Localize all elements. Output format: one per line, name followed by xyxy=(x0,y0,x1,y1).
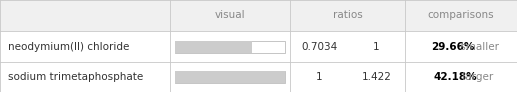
Text: sodium trimetaphosphate: sodium trimetaphosphate xyxy=(8,72,143,82)
Text: visual: visual xyxy=(215,10,245,21)
Bar xyxy=(0,0,517,31)
Text: ratios: ratios xyxy=(332,10,362,21)
Bar xyxy=(175,40,285,53)
Text: 1: 1 xyxy=(373,41,380,52)
Text: 1: 1 xyxy=(316,72,322,82)
Bar xyxy=(175,40,252,53)
Text: neodymium(II) chloride: neodymium(II) chloride xyxy=(8,41,129,52)
Text: larger: larger xyxy=(459,72,493,82)
Bar xyxy=(175,71,285,83)
Text: smaller: smaller xyxy=(457,41,499,52)
Text: 42.18%: 42.18% xyxy=(433,72,477,82)
Bar xyxy=(175,71,285,83)
Text: comparisons: comparisons xyxy=(428,10,494,21)
Text: 29.66%: 29.66% xyxy=(431,41,474,52)
Text: 1.422: 1.422 xyxy=(361,72,391,82)
Text: 0.7034: 0.7034 xyxy=(301,41,337,52)
